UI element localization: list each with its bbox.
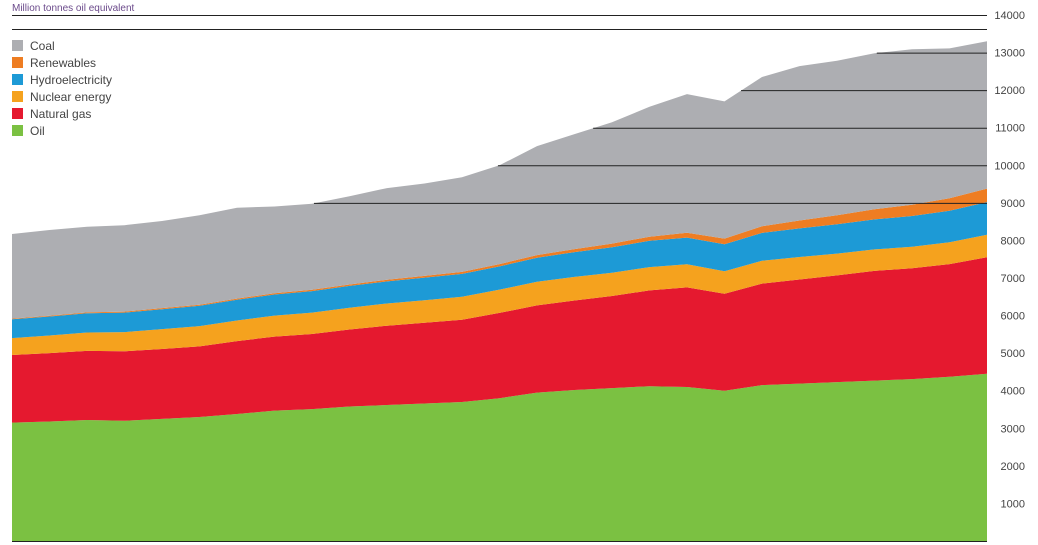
area-oil bbox=[12, 373, 987, 541]
legend-swatch bbox=[12, 40, 23, 51]
legend-swatch bbox=[12, 74, 23, 85]
legend-label: Coal bbox=[30, 38, 55, 53]
grid-layer bbox=[12, 15, 988, 542]
y-tick-label: 7000 bbox=[1001, 273, 1025, 285]
legend: Coal Renewables Hydroelectricity Nuclear en… bbox=[12, 37, 112, 139]
legend-label: Oil bbox=[30, 123, 45, 138]
y-tick-label: 13000 bbox=[994, 48, 1025, 60]
area-hydroelectricity bbox=[12, 202, 987, 339]
legend-item-nuclear-energy: Nuclear energy bbox=[12, 88, 112, 105]
areas-layer bbox=[12, 41, 987, 541]
legend-swatch bbox=[12, 108, 23, 119]
unit-label: Million tonnes oil equivalent bbox=[12, 3, 135, 14]
legend-item-hydroelectricity: Hydroelectricity bbox=[12, 71, 112, 88]
ticks-layer: 1000 2000 3000 4000 5000 6000 7000 8000 9000 1000… bbox=[994, 10, 1025, 510]
y-tick-label: 5000 bbox=[1001, 348, 1025, 360]
y-tick-label: 12000 bbox=[994, 85, 1025, 97]
legend-label: Natural gas bbox=[30, 106, 92, 121]
area-coal bbox=[12, 41, 987, 319]
legend-label: Renewables bbox=[30, 55, 97, 70]
y-tick-label: 10000 bbox=[994, 160, 1025, 172]
legend-item-oil: Oil bbox=[12, 122, 112, 139]
legend-label: Hydroelectricity bbox=[30, 72, 113, 87]
y-tick-label: 8000 bbox=[1001, 235, 1025, 247]
y-tick-label: 11000 bbox=[995, 123, 1025, 135]
y-tick-label: 6000 bbox=[1001, 311, 1025, 323]
legend-swatch bbox=[12, 91, 23, 102]
legend-swatch bbox=[12, 57, 23, 68]
y-tick-label: 3000 bbox=[1001, 423, 1025, 435]
area-natural-gas bbox=[12, 257, 987, 423]
y-tick-label: 4000 bbox=[1001, 386, 1025, 398]
legend-label: Nuclear energy bbox=[30, 89, 112, 104]
y-tick-label: 14000 bbox=[994, 10, 1025, 22]
area-nuclear-energy bbox=[12, 234, 987, 355]
y-tick-label: 1000 bbox=[1001, 498, 1025, 510]
legend-swatch bbox=[12, 125, 23, 136]
legend-item-natural-gas: Natural gas bbox=[12, 105, 112, 122]
y-tick-label: 2000 bbox=[1001, 461, 1025, 473]
legend-item-coal: Coal bbox=[12, 37, 112, 54]
legend-item-renewables: Renewables bbox=[12, 54, 112, 71]
y-tick-label: 9000 bbox=[1001, 198, 1025, 210]
